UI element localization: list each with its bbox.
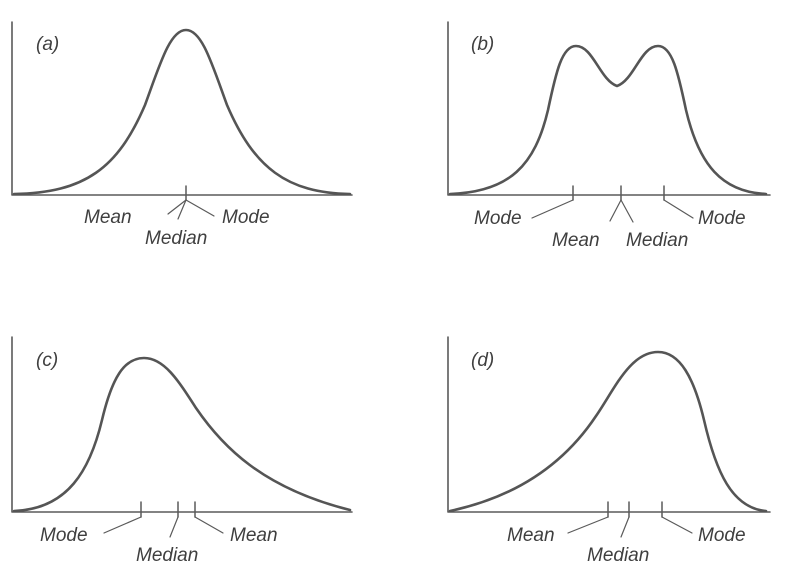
panel-c-median-leader <box>169 516 179 538</box>
panel-a-median-label: Median <box>145 228 207 249</box>
panel-a-axes <box>11 21 353 196</box>
panel-c-axes <box>11 336 353 513</box>
panel-b-mode-right-leader <box>663 199 694 219</box>
panel-b-curve <box>448 44 768 196</box>
panel-d-mean-label: Mean <box>507 525 555 546</box>
panel-b-median-label: Median <box>626 230 688 251</box>
panel-a: (a) Mean Median Mode <box>11 21 353 249</box>
panel-a-label: (a) <box>36 34 59 55</box>
panel-d-median-leader <box>620 516 630 538</box>
panel-b: (b) Mode Mean Median Mode <box>447 21 771 251</box>
panel-b-mode-left-label: Mode <box>474 208 522 229</box>
panel-c-mean-leader <box>194 516 224 534</box>
panel-d: (d) Mean Median Mode <box>447 336 771 566</box>
panel-d-mode-leader <box>661 516 693 534</box>
panel-b-mode-left-leader <box>531 199 574 219</box>
panel-d-axes <box>447 336 771 513</box>
panel-c-mean-label: Mean <box>230 525 278 546</box>
panel-d-median-label: Median <box>587 545 649 566</box>
panel-b-axes <box>447 21 771 196</box>
panel-d-mode-label: Mode <box>698 525 746 546</box>
panel-a-mean-label: Mean <box>84 207 132 228</box>
panel-d-label: (d) <box>471 350 494 371</box>
panel-c-curve <box>12 356 352 513</box>
panel-c-mode-leader <box>103 516 142 534</box>
panel-b-label: (b) <box>471 34 494 55</box>
panel-b-mode-right-label: Mode <box>698 208 746 229</box>
panel-c: (c) Mode Median Mean <box>11 336 353 566</box>
panel-c-label: (c) <box>36 350 58 371</box>
panel-a-curve <box>12 28 352 196</box>
panel-d-mean-leader <box>567 516 609 534</box>
panel-a-mode-label: Mode <box>222 207 270 228</box>
panel-a-mode-leader <box>185 199 215 217</box>
panel-b-median-leader <box>620 199 634 223</box>
panel-a-mean-leader <box>167 199 187 215</box>
panel-a-median-leader <box>177 199 187 220</box>
panel-c-median-label: Median <box>136 545 198 566</box>
panel-b-mean-leader <box>609 199 622 222</box>
panel-b-mean-label: Mean <box>552 230 600 251</box>
panel-c-mode-label: Mode <box>40 525 88 546</box>
panel-d-curve <box>448 350 768 513</box>
